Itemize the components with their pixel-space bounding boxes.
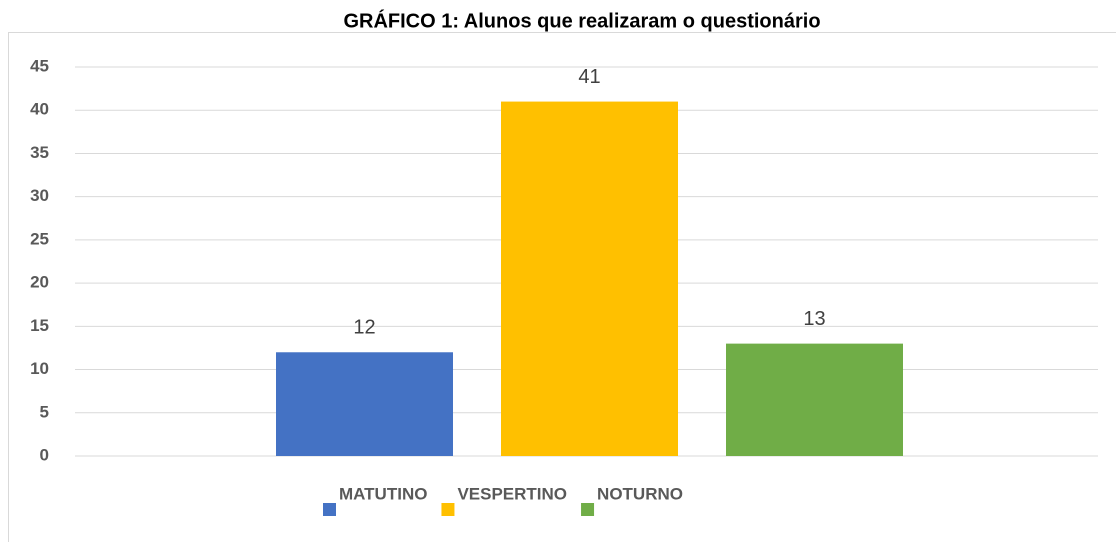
data-label: 12 [353, 317, 375, 339]
bar [501, 101, 678, 457]
chart-border [8, 32, 1116, 542]
legend-label: VESPERTINO [457, 484, 567, 503]
bar [276, 352, 453, 456]
y-tick-label: 45 [30, 56, 49, 75]
legend-label: MATUTINO [339, 484, 427, 503]
y-tick-label: 20 [30, 273, 49, 292]
y-tick-label: 40 [30, 100, 49, 119]
y-tick-label: 15 [30, 316, 49, 335]
legend-label: NOTURNO [597, 484, 683, 503]
y-tick-label: 35 [30, 143, 49, 162]
data-label: 41 [578, 66, 600, 88]
y-tick-label: 25 [30, 229, 49, 248]
legend-swatch [441, 503, 455, 516]
y-tick-label: 5 [40, 402, 49, 421]
y-tick-label: 0 [40, 445, 49, 464]
legend-swatch [323, 503, 336, 516]
data-label: 13 [803, 308, 825, 330]
y-tick-label: 10 [30, 359, 49, 378]
bar [726, 343, 903, 456]
legend-swatch [581, 503, 595, 516]
y-tick-label: 30 [30, 186, 49, 205]
chart-title: GRÁFICO 1: Alunos que realizaram o quest… [343, 9, 820, 32]
